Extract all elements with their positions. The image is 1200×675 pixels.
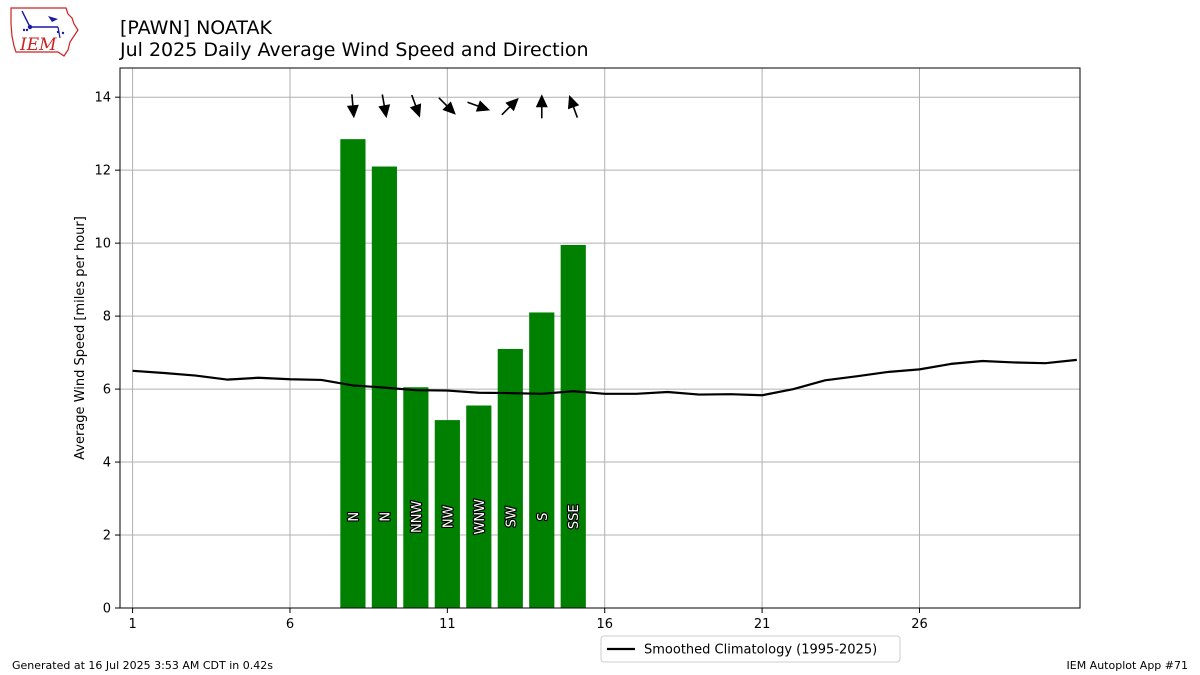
legend-box — [600, 635, 901, 663]
x-tick-label: 11 — [439, 617, 456, 632]
x-tick-label: 26 — [911, 617, 928, 632]
y-tick-label: 2 — [103, 529, 111, 544]
wind-bar — [497, 348, 523, 608]
iem-logo: IEM — [8, 6, 80, 60]
x-tick-label: 6 — [286, 617, 294, 632]
wind-direction-label: WNW — [473, 499, 488, 535]
wind-direction-arrow-head — [475, 100, 491, 112]
wind-direction-arrow-head — [409, 103, 422, 118]
wind-direction-arrow-head — [567, 95, 580, 110]
generated-timestamp: Generated at 16 Jul 2025 3:53 AM CDT in … — [12, 659, 273, 672]
y-tick-label: 8 — [103, 310, 111, 325]
wind-direction-arrow-head — [378, 104, 391, 119]
wind-direction-arrow-head — [505, 97, 519, 112]
y-tick-label: 4 — [103, 456, 111, 471]
app-credit: IEM Autoplot App #71 — [1066, 659, 1189, 672]
legend: Smoothed Climatology (1995-2025) — [600, 635, 901, 663]
wind-bar — [340, 139, 366, 608]
iem-logo-graphic: IEM — [10, 7, 79, 57]
wind-direction-label: S — [536, 513, 551, 521]
logo-text: IEM — [19, 35, 57, 55]
wind-bar — [403, 387, 429, 608]
y-tick-label: 0 — [103, 602, 111, 617]
wind-bar — [560, 244, 586, 608]
wind-direction-label: SW — [504, 506, 519, 527]
wind-direction-label: N — [378, 512, 393, 522]
climatology-line — [132, 358, 1077, 397]
wind-direction-label: SSE — [567, 504, 582, 529]
wind-bar — [466, 405, 492, 608]
y-tick-label: 14 — [94, 91, 111, 106]
x-tick-label: 1 — [128, 617, 136, 632]
wind-direction-label: N — [347, 512, 362, 522]
chart-title-station: [PAWN] NOATAK — [120, 17, 273, 39]
wind-direction-arrow-head — [442, 101, 456, 115]
wind-direction-label: NW — [441, 505, 456, 528]
legend-label: Smoothed Climatology (1995-2025) — [644, 643, 877, 658]
y-axis-label: Average Wind Speed [miles per hour] — [73, 216, 88, 460]
plot-frame — [119, 67, 1081, 609]
x-tick-label: 21 — [754, 617, 771, 632]
chart-title: Jul 2025 Daily Average Wind Speed and Di… — [120, 39, 589, 61]
y-tick-label: 10 — [94, 237, 111, 252]
wind-direction-arrow-head — [346, 104, 359, 119]
x-tick-label: 16 — [596, 617, 613, 632]
wind-direction-label: NNW — [410, 500, 425, 532]
wind-bar — [529, 312, 555, 608]
wind-direction-arrow-head — [535, 94, 548, 108]
y-tick-label: 12 — [94, 164, 111, 179]
y-tick-label: 6 — [103, 383, 111, 398]
wind-bar — [434, 420, 460, 608]
